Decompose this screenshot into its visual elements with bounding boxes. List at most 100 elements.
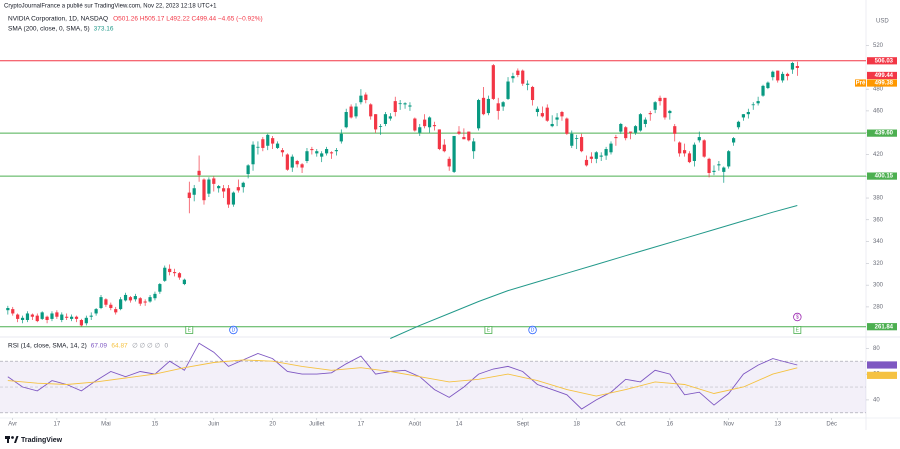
candle-body — [741, 114, 746, 118]
price-tag-label: 506.03 — [875, 58, 894, 64]
candle-body — [266, 134, 270, 146]
y-tick-label: 460 — [873, 108, 884, 114]
candle-body — [16, 314, 20, 319]
candle-body — [143, 301, 147, 303]
candle-body — [506, 81, 510, 99]
candle-body — [447, 158, 451, 167]
candle-body — [795, 65, 799, 68]
event-label: D — [232, 328, 236, 334]
candle-body — [334, 150, 338, 152]
candle-body — [261, 139, 265, 148]
value-tag — [867, 361, 897, 369]
candle-body — [119, 299, 123, 310]
candle-body — [575, 138, 579, 139]
candle-body — [65, 316, 69, 318]
candle-body — [354, 106, 358, 117]
candle-body — [148, 297, 152, 302]
candle-body — [467, 131, 471, 141]
candle-body — [521, 70, 525, 84]
y-tick-label: 340 — [873, 239, 884, 245]
candle-body — [364, 94, 368, 101]
candle-body — [251, 144, 255, 165]
x-tick-label: 17 — [54, 422, 61, 428]
candle-body — [349, 106, 353, 118]
candle-body — [280, 150, 285, 153]
y-tick-label: 520 — [873, 43, 884, 49]
candle-body — [638, 114, 643, 131]
price-tag — [867, 172, 897, 180]
logo-part — [11, 436, 14, 439]
candle-body — [74, 316, 79, 319]
candle-body — [6, 308, 10, 311]
x-tick-label: Mai — [101, 422, 111, 428]
candle-body — [35, 315, 39, 322]
candle-body — [781, 73, 785, 81]
price-tag-label: 400.15 — [875, 174, 894, 180]
price-tag-label: 499.38 — [875, 81, 894, 87]
price-tag-label: 261.84 — [875, 324, 894, 330]
candle-body — [516, 70, 520, 75]
candle-body — [722, 167, 726, 172]
candle-body — [109, 304, 113, 309]
candle-body — [589, 156, 593, 159]
x-tick-label: 18 — [573, 422, 580, 428]
x-tick-label: 16 — [667, 422, 674, 428]
candle-body — [374, 114, 378, 130]
candle-body — [123, 294, 128, 301]
candle-body — [202, 179, 206, 201]
candle-body — [692, 144, 696, 162]
candle-body — [565, 118, 569, 134]
dividend-marker — [229, 325, 238, 335]
candle-body — [256, 146, 260, 148]
candle-body — [84, 317, 88, 324]
candle-body — [128, 297, 133, 301]
candle-body — [187, 192, 191, 199]
candle-body — [197, 170, 201, 176]
candle-body — [133, 296, 137, 300]
candle-body — [207, 179, 211, 194]
candles — [6, 61, 799, 327]
price-tag-label: 499.44 — [875, 73, 894, 79]
indicator-name: SMA (200, close, 0, SMA, 5) — [8, 26, 90, 33]
candle-body — [550, 123, 554, 127]
candle-body — [663, 97, 667, 118]
x-tick-label: 15 — [152, 422, 159, 428]
x-tick-label: Nov — [723, 422, 734, 428]
symbol-legend: NVIDIA Corporation, 1D, NASDAQ — [8, 16, 108, 23]
candle-body — [285, 154, 289, 170]
price-tag — [867, 79, 897, 87]
candle-body — [383, 114, 388, 124]
candle-body — [790, 63, 795, 70]
candle-body — [246, 165, 250, 175]
candle-body — [614, 137, 618, 139]
candle-body — [104, 299, 108, 305]
candle-body — [702, 140, 706, 157]
candle-body — [163, 267, 167, 281]
candle-body — [560, 112, 564, 117]
y-tick-label: 360 — [873, 217, 884, 223]
candle-body — [418, 127, 422, 133]
x-tick-label: Juin — [208, 422, 219, 428]
candle-body — [310, 149, 314, 151]
candle-body — [89, 315, 93, 317]
rsi-line — [7, 342, 798, 410]
candle-body — [388, 116, 392, 119]
candle-body — [315, 151, 319, 154]
candle-body — [320, 153, 324, 157]
candle-body — [712, 170, 716, 172]
candle-body — [212, 178, 216, 184]
earnings-marker — [185, 326, 194, 334]
candle-body — [604, 149, 608, 156]
candle-body — [633, 126, 638, 133]
candle-body — [746, 112, 750, 115]
candle-body — [496, 103, 500, 111]
candle-body — [413, 118, 417, 131]
candle-body — [442, 144, 446, 152]
candle-body — [329, 152, 334, 154]
candle-body — [236, 187, 240, 191]
candle-body — [50, 313, 54, 319]
price-tag — [867, 57, 897, 65]
rsi-ma-line — [7, 359, 798, 397]
candle-body — [177, 273, 182, 278]
x-tick-label: Oct — [616, 422, 626, 428]
